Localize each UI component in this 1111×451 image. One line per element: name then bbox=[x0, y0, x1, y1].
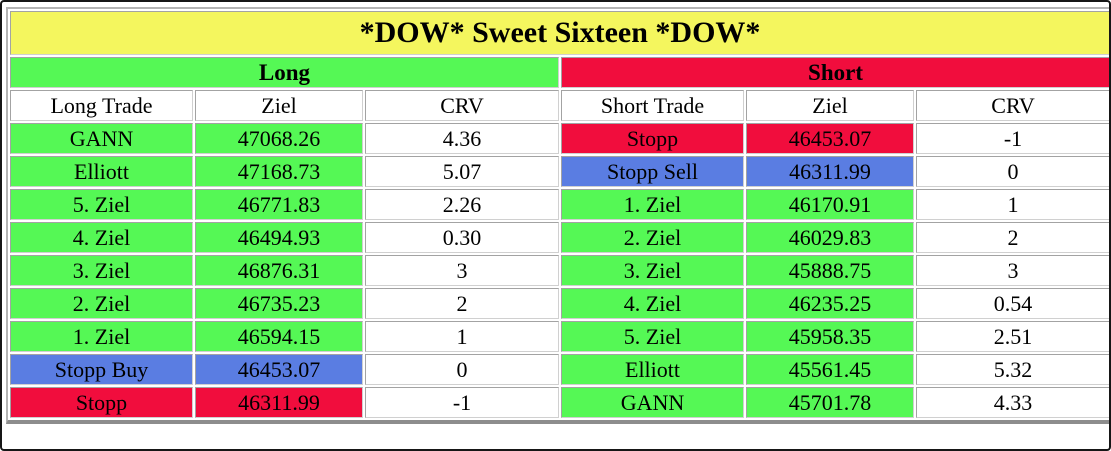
sweet-sixteen-table: *DOW* Sweet Sixteen *DOW* Long Short Lon… bbox=[6, 7, 1109, 424]
short-ziel-cell: 46170.91 bbox=[746, 189, 914, 220]
table-row: 3. Ziel 46876.31 3 3. Ziel 45888.75 3 bbox=[10, 255, 1109, 286]
short-ziel-cell: 45561.45 bbox=[746, 354, 914, 385]
long-ziel-cell: 47068.26 bbox=[195, 123, 363, 154]
long-crv-cell: -1 bbox=[365, 387, 559, 418]
section-row: Long Short bbox=[10, 57, 1109, 88]
long-ziel-cell: 46594.15 bbox=[195, 321, 363, 352]
short-ziel-cell: 45701.78 bbox=[746, 387, 914, 418]
col-header-short-crv: CRV bbox=[916, 90, 1109, 121]
long-ziel-cell: 46494.93 bbox=[195, 222, 363, 253]
short-crv-cell: 0.54 bbox=[916, 288, 1109, 319]
short-crv-cell: 4.33 bbox=[916, 387, 1109, 418]
short-trade-cell: 4. Ziel bbox=[561, 288, 744, 319]
long-crv-cell: 2 bbox=[365, 288, 559, 319]
short-ziel-cell: 46029.83 bbox=[746, 222, 914, 253]
table-row: 2. Ziel 46735.23 2 4. Ziel 46235.25 0.54 bbox=[10, 288, 1109, 319]
short-crv-cell: 0 bbox=[916, 156, 1109, 187]
short-ziel-cell: 46453.07 bbox=[746, 123, 914, 154]
short-crv-cell: 1 bbox=[916, 189, 1109, 220]
long-ziel-cell: 46453.07 bbox=[195, 354, 363, 385]
col-header-long-trade: Long Trade bbox=[10, 90, 193, 121]
long-trade-cell: Elliott bbox=[10, 156, 193, 187]
long-trade-cell: Stopp bbox=[10, 387, 193, 418]
long-crv-cell: 0.30 bbox=[365, 222, 559, 253]
long-trade-cell: Stopp Buy bbox=[10, 354, 193, 385]
col-header-long-crv: CRV bbox=[365, 90, 559, 121]
long-trade-cell: 1. Ziel bbox=[10, 321, 193, 352]
long-trade-cell: 4. Ziel bbox=[10, 222, 193, 253]
long-ziel-cell: 46771.83 bbox=[195, 189, 363, 220]
short-trade-cell: GANN bbox=[561, 387, 744, 418]
short-trade-cell: Stopp bbox=[561, 123, 744, 154]
short-trade-cell: 1. Ziel bbox=[561, 189, 744, 220]
section-header-long: Long bbox=[10, 57, 559, 88]
table-row: 5. Ziel 46771.83 2.26 1. Ziel 46170.91 1 bbox=[10, 189, 1109, 220]
long-ziel-cell: 46311.99 bbox=[195, 387, 363, 418]
table-row: Stopp 46311.99 -1 GANN 45701.78 4.33 bbox=[10, 387, 1109, 418]
page-title: *DOW* Sweet Sixteen *DOW* bbox=[10, 11, 1109, 55]
col-header-short-ziel: Ziel bbox=[746, 90, 914, 121]
long-crv-cell: 3 bbox=[365, 255, 559, 286]
table-row: Stopp Buy 46453.07 0 Elliott 45561.45 5.… bbox=[10, 354, 1109, 385]
long-trade-cell: 5. Ziel bbox=[10, 189, 193, 220]
long-ziel-cell: 46735.23 bbox=[195, 288, 363, 319]
table-row: Elliott 47168.73 5.07 Stopp Sell 46311.9… bbox=[10, 156, 1109, 187]
short-ziel-cell: 46235.25 bbox=[746, 288, 914, 319]
long-crv-cell: 0 bbox=[365, 354, 559, 385]
short-trade-cell: 5. Ziel bbox=[561, 321, 744, 352]
short-crv-cell: -1 bbox=[916, 123, 1109, 154]
table-row: 1. Ziel 46594.15 1 5. Ziel 45958.35 2.51 bbox=[10, 321, 1109, 352]
short-trade-cell: 2. Ziel bbox=[561, 222, 744, 253]
short-ziel-cell: 45958.35 bbox=[746, 321, 914, 352]
short-crv-cell: 2.51 bbox=[916, 321, 1109, 352]
long-crv-cell: 2.26 bbox=[365, 189, 559, 220]
table-row: 4. Ziel 46494.93 0.30 2. Ziel 46029.83 2 bbox=[10, 222, 1109, 253]
long-crv-cell: 4.36 bbox=[365, 123, 559, 154]
col-header-long-ziel: Ziel bbox=[195, 90, 363, 121]
long-ziel-cell: 46876.31 bbox=[195, 255, 363, 286]
long-crv-cell: 5.07 bbox=[365, 156, 559, 187]
short-trade-cell: Stopp Sell bbox=[561, 156, 744, 187]
title-row: *DOW* Sweet Sixteen *DOW* bbox=[10, 11, 1109, 55]
short-trade-cell: Elliott bbox=[561, 354, 744, 385]
short-crv-cell: 3 bbox=[916, 255, 1109, 286]
long-crv-cell: 1 bbox=[365, 321, 559, 352]
short-ziel-cell: 46311.99 bbox=[746, 156, 914, 187]
col-header-short-trade: Short Trade bbox=[561, 90, 744, 121]
long-trade-cell: 2. Ziel bbox=[10, 288, 193, 319]
long-ziel-cell: 47168.73 bbox=[195, 156, 363, 187]
column-header-row: Long Trade Ziel CRV Short Trade Ziel CRV bbox=[10, 90, 1109, 121]
short-crv-cell: 2 bbox=[916, 222, 1109, 253]
long-trade-cell: GANN bbox=[10, 123, 193, 154]
long-trade-cell: 3. Ziel bbox=[10, 255, 193, 286]
short-ziel-cell: 45888.75 bbox=[746, 255, 914, 286]
table-row: GANN 47068.26 4.36 Stopp 46453.07 -1 bbox=[10, 123, 1109, 154]
short-crv-cell: 5.32 bbox=[916, 354, 1109, 385]
short-trade-cell: 3. Ziel bbox=[561, 255, 744, 286]
section-header-short: Short bbox=[561, 57, 1109, 88]
